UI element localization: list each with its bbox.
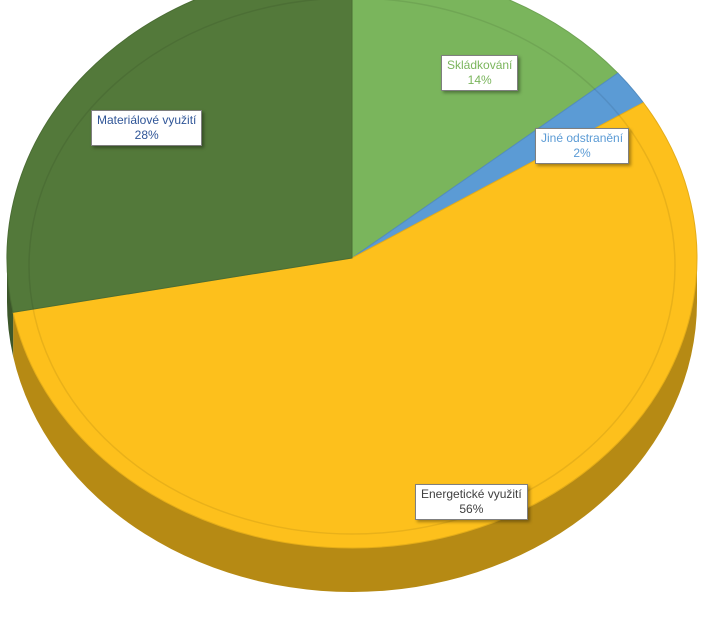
- data-label-value: 14%: [467, 73, 492, 87]
- data-label-skladkovani: Skládkování 14%: [441, 55, 519, 91]
- pie-side-3: [7, 258, 14, 357]
- data-label-name: Energetické využití: [421, 487, 522, 501]
- pie-slice-2: [12, 101, 698, 549]
- pie-bevel-ring: [28, 0, 676, 535]
- data-label-jine-odstraneni: Jiné odstranění 2%: [535, 128, 630, 164]
- pie-slice-0: [351, 0, 619, 259]
- data-label-value: 28%: [134, 128, 159, 142]
- data-label-value: 2%: [573, 146, 591, 160]
- data-label-materialove-vyuziti: Materiálové využití 28%: [91, 110, 203, 146]
- data-label-energeticke-vyuziti: Energetické využití 56%: [415, 484, 528, 520]
- data-label-name: Materiálové využití: [97, 113, 197, 127]
- data-label-value: 56%: [459, 502, 484, 516]
- pie-slice-3: [6, 0, 353, 313]
- data-label-name: Jiné odstranění: [541, 131, 624, 145]
- data-label-name: Skládkování: [447, 58, 513, 72]
